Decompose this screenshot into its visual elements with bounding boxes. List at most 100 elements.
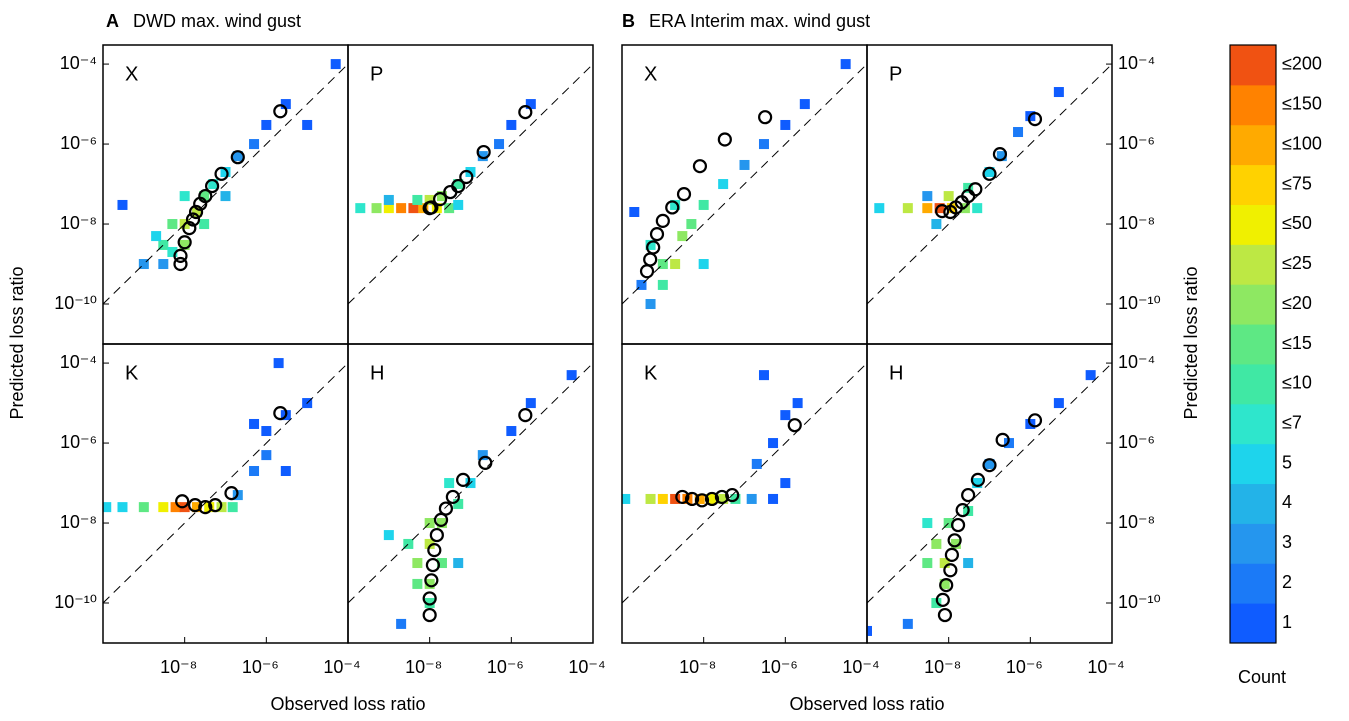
- x-tick-label: 10⁻⁸: [160, 657, 197, 677]
- heatmap-cell: [424, 598, 435, 609]
- heatmap-cell: [984, 458, 995, 469]
- median-point: [1027, 413, 1043, 428]
- colorbar-segment: [1230, 284, 1276, 325]
- colorbar-title: Count: [1238, 667, 1286, 687]
- colorbar-segment: [1230, 563, 1276, 604]
- heatmap-cell: [280, 99, 291, 110]
- median-point: [961, 487, 976, 503]
- colorbar-segment: [1230, 244, 1276, 285]
- median-point: [665, 200, 680, 215]
- y-tick-label: 10⁻⁶: [1118, 432, 1155, 452]
- y-tick-label: 10⁻⁶: [60, 133, 97, 153]
- heatmap-cell: [170, 502, 181, 513]
- heatmap-cell: [436, 518, 447, 529]
- heatmap-cell: [768, 438, 779, 449]
- heatmap-cell: [922, 191, 933, 202]
- median-point: [725, 487, 740, 503]
- median-point: [1027, 112, 1043, 127]
- y-tick-label: 10⁻⁴: [1118, 352, 1155, 372]
- heatmap-cell: [261, 450, 272, 461]
- heatmap-cell: [622, 493, 631, 504]
- colorbar-label: 2: [1282, 572, 1292, 592]
- median-point: [433, 512, 449, 527]
- heatmap-cell: [117, 502, 128, 513]
- median-point: [947, 533, 962, 548]
- median-point: [646, 240, 661, 255]
- heatmap-cell: [780, 478, 791, 489]
- y-axis-title: Predicted loss ratio: [1181, 266, 1201, 419]
- panel-group-title: B ERA Interim max. wind gust: [622, 11, 870, 31]
- heatmap-cell: [780, 410, 791, 421]
- heatmap-cell: [383, 203, 394, 214]
- heatmap-cell: [698, 259, 709, 270]
- median-point: [649, 227, 665, 242]
- median-point: [478, 455, 493, 470]
- colorbar-segment: [1230, 603, 1276, 644]
- median-point: [456, 472, 471, 487]
- colorbar-segment: [1230, 443, 1276, 485]
- heatmap-cell: [902, 203, 913, 214]
- heatmap-cell: [799, 99, 810, 110]
- median-point: [425, 557, 440, 573]
- heatmap-cell: [191, 502, 202, 513]
- panel-frame: [347, 343, 594, 644]
- median-point: [643, 252, 658, 267]
- panel-label: P: [889, 63, 902, 85]
- identity-line: [867, 362, 1112, 604]
- median-point: [787, 418, 802, 433]
- panel-label: K: [644, 362, 658, 384]
- heatmap-cell: [408, 203, 419, 214]
- y-tick-label: 10⁻⁸: [60, 512, 97, 532]
- identity-line: [103, 362, 348, 604]
- group-title: DWD max. wind gust: [133, 11, 301, 31]
- median-point: [177, 235, 192, 250]
- median-point: [198, 500, 213, 515]
- median-point: [714, 489, 730, 505]
- colorbar-label: ≤100: [1282, 133, 1322, 153]
- heatmap-cell: [280, 466, 291, 477]
- median-point: [694, 493, 710, 508]
- heatmap-cell: [477, 450, 488, 461]
- identity-line: [622, 362, 867, 604]
- heatmap-cell: [963, 558, 974, 569]
- heatmap-cell: [158, 259, 169, 270]
- median-point: [655, 213, 670, 228]
- heatmap-cell: [103, 502, 112, 513]
- heatmap-cell: [1053, 398, 1064, 409]
- group-letter: B: [622, 11, 635, 31]
- median-point: [518, 104, 533, 120]
- median-point: [639, 264, 655, 279]
- heatmap-cell: [158, 502, 169, 513]
- heatmap-cell: [396, 618, 407, 629]
- panel-label: H: [370, 362, 384, 384]
- heatmap-cell: [424, 518, 435, 529]
- panel-frame: [866, 44, 1113, 345]
- heatmap-cell: [199, 219, 210, 230]
- heatmap-cell: [718, 493, 729, 504]
- median-point: [717, 132, 732, 147]
- y-tick-label: 10⁻⁸: [60, 213, 97, 233]
- y-tick-label: 10⁻⁴: [60, 352, 97, 372]
- median-point: [995, 432, 1010, 447]
- median-point: [676, 187, 692, 202]
- median-point: [518, 408, 533, 423]
- median-point: [432, 192, 448, 207]
- colorbar-segment: [1230, 483, 1276, 524]
- panel-frame: [347, 44, 594, 345]
- identity-line: [348, 362, 593, 604]
- heatmap-cell: [963, 182, 974, 193]
- median-point: [955, 503, 970, 518]
- heatmap-cell: [840, 59, 851, 70]
- panel: [348, 362, 593, 629]
- x-tick-label: 10⁻⁶: [761, 657, 798, 677]
- heatmap-cell: [249, 139, 260, 150]
- heatmap-cell: [751, 458, 762, 469]
- heatmap-cell: [506, 426, 517, 437]
- heatmap-cell: [931, 598, 942, 609]
- heatmap-cell: [232, 151, 243, 162]
- heatmap-cell: [922, 518, 933, 529]
- heatmap-cell: [227, 502, 238, 513]
- identity-line: [348, 63, 593, 305]
- y-tick-label: 10⁻¹⁰: [1118, 592, 1161, 612]
